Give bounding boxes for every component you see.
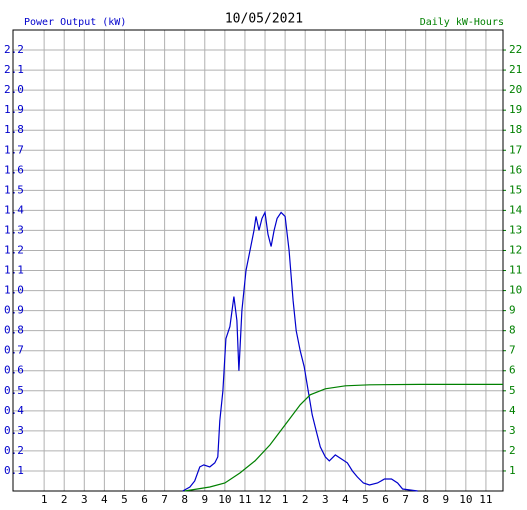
y-tick-label: 1.9 bbox=[4, 103, 24, 116]
y2-tick-label: 8 bbox=[509, 324, 516, 337]
x-tick-label: 7 bbox=[161, 493, 168, 506]
y2-tick-label: 4 bbox=[509, 404, 516, 417]
y-tick-label: 2.1 bbox=[4, 63, 24, 76]
series-line bbox=[184, 383, 503, 492]
y-tick-label: 0.4 bbox=[4, 404, 24, 417]
x-tick-label: 8 bbox=[422, 493, 429, 506]
plot-border bbox=[12, 29, 504, 492]
x-tick-label: 2 bbox=[61, 493, 68, 506]
y2-tick-label: 15 bbox=[509, 183, 522, 196]
x-tick-label: 3 bbox=[322, 493, 329, 506]
y2-tick-label: 3 bbox=[509, 424, 516, 437]
x-tick-label: 5 bbox=[362, 493, 369, 506]
y-tick-label: 0.3 bbox=[4, 424, 24, 437]
y-tick-label: 1.6 bbox=[4, 163, 24, 176]
series-line bbox=[182, 210, 418, 492]
x-tick-label: 10 bbox=[459, 493, 472, 506]
y2-tick-label: 2 bbox=[509, 444, 516, 457]
x-tick-label: 10 bbox=[218, 493, 231, 506]
y2-tick-label: 6 bbox=[509, 364, 516, 377]
y2-tick-label: 12 bbox=[509, 243, 522, 256]
x-tick-label: 7 bbox=[402, 493, 409, 506]
y-axis-label: Power Output (kW) bbox=[24, 17, 126, 28]
x-tick-label: 11 bbox=[479, 493, 492, 506]
y2-tick-label: 11 bbox=[509, 264, 522, 277]
y2-tick-label: 16 bbox=[509, 163, 522, 176]
y-tick-label: 1.7 bbox=[4, 143, 24, 156]
y2-tick-label: 1 bbox=[509, 464, 516, 477]
y-tick-label: 0.7 bbox=[4, 344, 24, 357]
x-tick-label: 1 bbox=[41, 493, 48, 506]
y-tick-label: 0.8 bbox=[4, 324, 24, 337]
x-tick-label: 8 bbox=[181, 493, 188, 506]
x-tick-label: 6 bbox=[382, 493, 389, 506]
y-tick-label: 1.2 bbox=[4, 243, 24, 256]
y2-tick-label: 5 bbox=[509, 384, 516, 397]
x-tick-label: 6 bbox=[141, 493, 148, 506]
y-tick-label: 1.3 bbox=[4, 223, 24, 236]
x-tick-label: 1 bbox=[282, 493, 289, 506]
y2-tick-label: 19 bbox=[509, 103, 522, 116]
y2-tick-label: 14 bbox=[509, 203, 523, 216]
y2-axis-label: Daily kW-Hours bbox=[420, 17, 504, 28]
y-tick-label: 0.1 bbox=[4, 464, 24, 477]
y-tick-label: 1.8 bbox=[4, 123, 24, 136]
y-tick-label: 0.9 bbox=[4, 304, 24, 317]
x-tick-label: 9 bbox=[201, 493, 208, 506]
y2-tick-label: 13 bbox=[509, 223, 522, 236]
y-tick-label: 1.4 bbox=[4, 203, 24, 216]
y-tick-label: 0.6 bbox=[4, 364, 24, 377]
x-tick-label: 3 bbox=[81, 493, 88, 506]
y-tick-label: 1.5 bbox=[4, 183, 24, 196]
y2-tick-label: 21 bbox=[509, 63, 522, 76]
y-tick-label: 2.2 bbox=[4, 43, 24, 56]
x-tick-label: 2 bbox=[302, 493, 309, 506]
y-tick-label: 0.5 bbox=[4, 384, 24, 397]
x-tick-label: 4 bbox=[342, 493, 349, 506]
y2-tick-label: 10 bbox=[509, 284, 522, 297]
y-tick-label: 1.0 bbox=[4, 284, 24, 297]
y2-tick-label: 22 bbox=[509, 43, 522, 56]
y-tick-label: 0.2 bbox=[4, 444, 24, 457]
x-tick-label: 4 bbox=[101, 493, 108, 506]
y2-tick-label: 9 bbox=[509, 304, 516, 317]
x-tick-label: 12 bbox=[258, 493, 271, 506]
chart-title: 10/05/2021 bbox=[225, 12, 303, 27]
x-tick-label: 11 bbox=[238, 493, 251, 506]
y2-tick-label: 7 bbox=[509, 344, 516, 357]
y-tick-label: 1.1 bbox=[4, 264, 24, 277]
y2-tick-label: 20 bbox=[509, 83, 522, 96]
x-tick-label: 5 bbox=[121, 493, 128, 506]
y2-tick-label: 18 bbox=[509, 123, 522, 136]
x-tick-label: 9 bbox=[442, 493, 449, 506]
y2-tick-label: 17 bbox=[509, 143, 522, 156]
y-tick-label: 2.0 bbox=[4, 83, 24, 96]
